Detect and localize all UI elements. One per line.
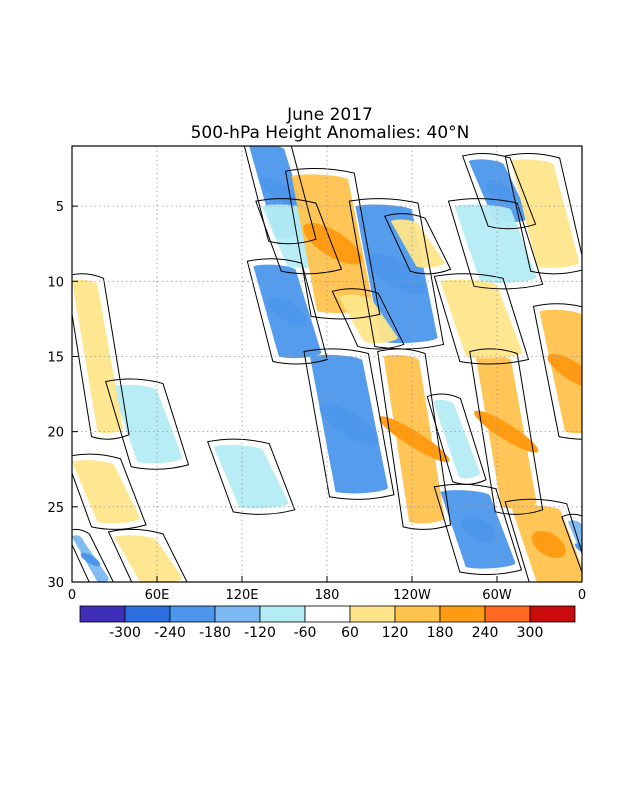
anomaly-band-21 — [72, 460, 140, 524]
anomaly-core-7 — [460, 515, 495, 543]
y-axis: 5 10 15 20 25 30 — [47, 200, 78, 591]
colorbar-swatch-4 — [259, 605, 306, 623]
zero-contour-layer — [72, 146, 582, 582]
anomaly-core-0 — [259, 177, 300, 205]
anomaly-core-11 — [80, 552, 101, 567]
zero-contour-2 — [246, 258, 328, 365]
anomaly-band-18 — [511, 159, 580, 268]
zero-contour-8 — [105, 378, 190, 470]
colorbar: -300 -240 -180 -120 -60 60 120 180 240 300 — [79, 605, 576, 641]
colorbar-swatch-5 — [304, 605, 351, 623]
colorbar-swatch-3 — [214, 605, 261, 623]
zero-contour-9 — [206, 438, 296, 515]
colorbar-swatch-9 — [484, 605, 531, 623]
anomaly-band-13 — [72, 279, 123, 434]
anomaly-core-16 — [474, 410, 539, 453]
zero-contour-19 — [433, 273, 530, 365]
colorbar-label-4: -60 — [294, 625, 317, 641]
anomaly-fill-layer — [72, 146, 582, 582]
x-tick-label-1: 60E — [145, 588, 170, 603]
anomaly-band-23 — [338, 294, 398, 344]
x-tick-label-4: 120W — [393, 588, 431, 603]
anomaly-core-12 — [574, 543, 582, 561]
colorbar-label-9: 300 — [517, 625, 544, 641]
colorbar-swatch-1 — [124, 605, 171, 623]
x-tick-label-3: 180 — [315, 588, 340, 603]
colorbar-label-5: 60 — [341, 625, 359, 641]
zero-contour-20 — [504, 498, 582, 582]
zero-contour-3 — [303, 348, 395, 500]
zero-contour-0 — [243, 146, 317, 245]
zero-contour-11 — [72, 528, 114, 582]
zero-contour-1 — [255, 198, 343, 275]
zero-contour-13 — [72, 273, 130, 440]
chart-subtitle: 500-hPa Height Anomalies: 40°N — [190, 123, 470, 143]
x-axis: 0 60E 120E 180 120W 60W 0 — [68, 576, 586, 603]
zero-contour-5 — [462, 153, 537, 230]
zero-contour-21 — [72, 453, 147, 530]
y-tick-label-3: 20 — [47, 426, 64, 441]
chart-title: June 2017 — [287, 105, 373, 125]
anomaly-band-6 — [454, 204, 537, 283]
anomaly-core-14 — [303, 222, 363, 265]
anomaly-core-15 — [378, 416, 450, 463]
anomaly-band-10 — [433, 399, 480, 479]
zero-contour-16 — [469, 348, 544, 515]
zero-contour-22 — [107, 528, 188, 582]
colorbar-label-6: 120 — [382, 625, 409, 641]
x-tick-label-2: 120E — [225, 588, 258, 603]
colorbar-label-1: -240 — [154, 625, 186, 641]
zero-contour-7 — [433, 483, 523, 575]
zero-contour-6 — [447, 198, 544, 290]
colorbar-swatch-0 — [79, 605, 126, 623]
zero-contour-17 — [532, 303, 582, 440]
colorbar-label-3: -120 — [244, 625, 276, 641]
y-tick-label-1: 10 — [47, 275, 64, 290]
x-tick-label-0: 0 — [68, 588, 76, 603]
colorbar-swatch-8 — [439, 605, 486, 623]
colorbar-swatch-7 — [394, 605, 441, 623]
colorbar-swatch-10 — [529, 605, 576, 623]
zero-contour-18 — [504, 153, 582, 275]
anomaly-core-5 — [485, 180, 513, 202]
anomaly-core-3 — [319, 403, 379, 445]
y-tick-label-2: 15 — [47, 350, 64, 365]
x-tick-label-6: 0 — [578, 588, 586, 603]
grid-lines — [72, 146, 582, 582]
anomaly-core-2 — [267, 297, 308, 326]
colorbar-label-7: 180 — [427, 625, 454, 641]
anomaly-band-24 — [390, 219, 445, 268]
anomaly-core-20 — [531, 530, 566, 559]
anomaly-core-17 — [547, 353, 582, 390]
colorbar-swatch-2 — [169, 605, 216, 623]
anomaly-band-8 — [111, 384, 183, 464]
y-tick-label-5: 30 — [47, 576, 64, 591]
x-tick-label-5: 60W — [482, 588, 512, 603]
zero-contour-10 — [426, 393, 487, 485]
anomaly-core-4 — [366, 252, 426, 295]
anomaly-band-9 — [213, 445, 289, 509]
anomaly-band-19 — [440, 279, 523, 359]
zero-contour-14 — [285, 168, 381, 320]
colorbar-label-8: 240 — [472, 625, 499, 641]
colorbar-label-2: -180 — [199, 625, 231, 641]
zero-contour-23 — [331, 288, 405, 350]
zero-contour-15 — [377, 348, 452, 530]
colorbar-swatch-6 — [349, 605, 396, 623]
y-tick-label-4: 25 — [47, 501, 64, 516]
zero-contour-24 — [384, 213, 452, 275]
y-tick-label-0: 5 — [56, 200, 64, 215]
anomaly-band-22 — [114, 535, 183, 582]
colorbar-label-0: -300 — [109, 625, 141, 641]
